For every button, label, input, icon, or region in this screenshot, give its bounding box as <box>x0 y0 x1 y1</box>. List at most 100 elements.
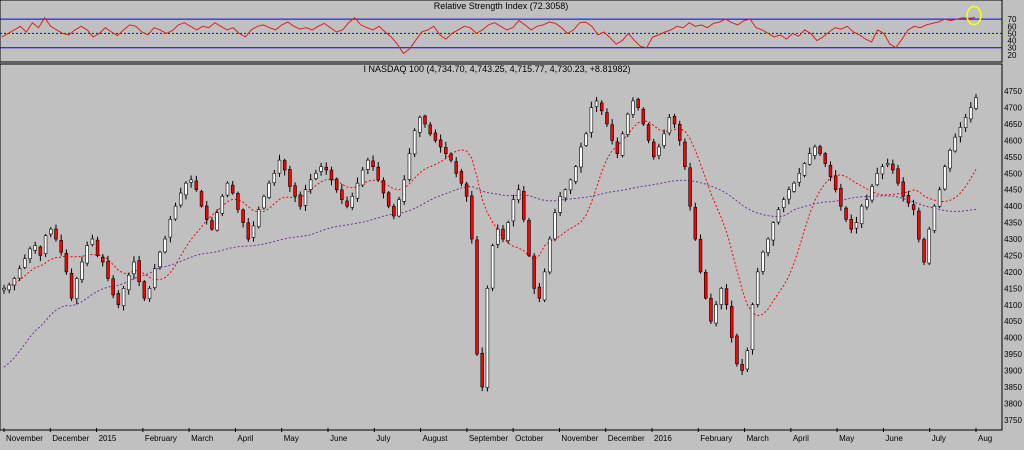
candle-body <box>969 107 973 120</box>
candle-body <box>75 278 79 300</box>
price-y-tick: 3800 <box>1004 399 1022 408</box>
candle-body <box>911 204 916 210</box>
rsi-y-tick: 50 <box>1008 29 1017 38</box>
candle-body <box>568 179 573 191</box>
candle-body <box>854 222 859 229</box>
candle-body <box>282 160 287 171</box>
x-tick-label: July <box>932 434 946 443</box>
candle-body <box>402 179 406 202</box>
candle-body <box>667 117 672 134</box>
candle-body <box>823 153 827 164</box>
candle-body <box>906 195 911 204</box>
candle-body <box>729 306 734 338</box>
candle-body <box>584 133 588 146</box>
candle-body <box>314 173 318 179</box>
x-tick-label: 2016 <box>654 434 672 443</box>
x-tick-label: July <box>376 434 390 443</box>
candle-body <box>703 272 708 299</box>
price-y-tick: 3900 <box>1004 366 1022 375</box>
candle-body <box>418 117 422 133</box>
candle-body <box>366 159 370 170</box>
candle-body <box>542 271 547 301</box>
candle-body <box>594 100 599 107</box>
candle-body <box>38 246 43 256</box>
candle-body <box>917 210 921 240</box>
candle-body <box>683 141 687 168</box>
candle-body <box>293 185 297 197</box>
candle-body <box>563 189 568 199</box>
candle-body <box>501 228 505 240</box>
candle-body <box>319 166 323 172</box>
candle-body <box>605 112 609 125</box>
candle-body <box>220 196 225 214</box>
candle-body <box>173 205 178 220</box>
candle-body <box>662 133 666 146</box>
candle-body <box>210 220 214 230</box>
candle-body <box>428 124 432 135</box>
candle-body <box>225 182 230 196</box>
candle-body <box>574 166 578 182</box>
price-y-tick: 4000 <box>1004 334 1022 343</box>
candle-body <box>329 169 334 181</box>
x-tick-label: June <box>330 434 348 443</box>
candle-body <box>184 182 188 196</box>
candle-body <box>735 335 739 365</box>
x-tick-label: December <box>52 434 89 443</box>
candle-body <box>740 364 744 371</box>
candle-body <box>745 350 750 370</box>
candle-body <box>262 196 266 209</box>
candle-body <box>28 248 32 260</box>
candle-body <box>246 222 251 240</box>
rsi-y-tick: 70 <box>1008 15 1017 24</box>
candle-body <box>90 238 95 245</box>
price-y-tick: 4750 <box>1004 87 1022 96</box>
price-y-tick: 4100 <box>1004 301 1022 310</box>
candle-body <box>179 192 183 206</box>
rsi-panel <box>0 0 1003 63</box>
price-y-tick: 4700 <box>1004 104 1022 113</box>
candle-body <box>750 304 755 350</box>
x-tick-label: March <box>747 434 769 443</box>
candle-body <box>922 239 926 263</box>
candle-body <box>433 132 438 141</box>
candle-body <box>137 260 141 283</box>
candle-body <box>308 179 313 190</box>
candle-body <box>272 173 277 184</box>
candle-body <box>937 189 942 207</box>
candle-body <box>459 171 464 184</box>
candle-body <box>64 252 69 273</box>
candle-body <box>142 281 147 299</box>
short-moving-average <box>3 120 977 317</box>
candle-body <box>475 239 479 355</box>
candle-body <box>288 169 292 187</box>
candle-body <box>111 278 115 296</box>
candle-body <box>672 116 677 125</box>
x-tick-label: October <box>515 434 544 443</box>
candle-body <box>199 191 204 207</box>
price-y-tick: 4150 <box>1004 284 1022 293</box>
candle-body <box>678 123 682 141</box>
candle-body <box>189 179 193 183</box>
candle-body <box>943 166 947 190</box>
candle-body <box>147 288 152 300</box>
x-tick-label: Aug <box>978 434 992 443</box>
candle-body <box>896 168 900 184</box>
candle-body <box>646 124 651 141</box>
candle-body <box>106 261 110 279</box>
x-tick-label: May <box>284 434 299 443</box>
candle-body <box>397 199 401 217</box>
candle-body <box>194 180 199 191</box>
x-tick-label: March <box>191 434 213 443</box>
candle-body <box>652 141 656 158</box>
candle-body <box>963 117 968 128</box>
candle-body <box>23 258 27 268</box>
price-panel <box>0 63 1003 431</box>
x-tick-label: December <box>608 434 645 443</box>
candle-body <box>891 163 895 171</box>
candle-body <box>558 196 562 213</box>
price-y-tick: 4500 <box>1004 169 1022 178</box>
candle-body <box>204 205 209 220</box>
candle-body <box>797 173 801 183</box>
candle-body <box>600 102 604 112</box>
